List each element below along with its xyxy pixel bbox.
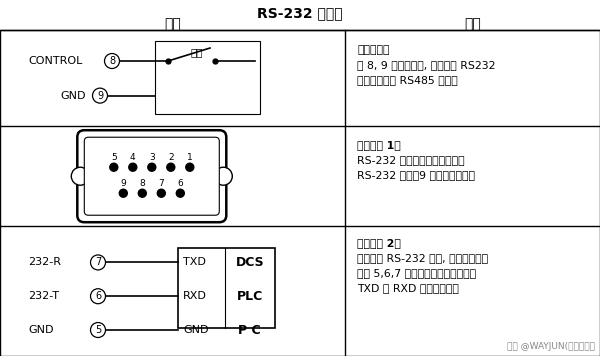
Text: 4: 4 xyxy=(130,153,136,162)
Circle shape xyxy=(119,189,127,197)
Text: 7: 7 xyxy=(95,257,101,267)
Circle shape xyxy=(176,189,184,197)
Text: 接线方法 2：: 接线方法 2： xyxy=(357,238,401,248)
Circle shape xyxy=(139,189,146,197)
Circle shape xyxy=(110,163,118,171)
Circle shape xyxy=(214,167,232,185)
Text: 5: 5 xyxy=(95,325,101,335)
Text: RXD: RXD xyxy=(183,291,207,301)
FancyBboxPatch shape xyxy=(77,130,226,222)
Text: GND: GND xyxy=(183,325,209,335)
Text: 3: 3 xyxy=(149,153,155,162)
Text: 232-R: 232-R xyxy=(28,257,61,267)
Circle shape xyxy=(91,289,106,304)
Circle shape xyxy=(91,323,106,337)
Circle shape xyxy=(157,189,166,197)
Text: 9: 9 xyxy=(121,179,126,188)
Text: 知乎 @WAYJUN(维君瑞科技: 知乎 @WAYJUN(维君瑞科技 xyxy=(507,342,595,351)
Circle shape xyxy=(92,88,107,103)
Text: 使用 5,6,7 脚的螺丝端子连接。注意: 使用 5,6,7 脚的螺丝端子连接。注意 xyxy=(357,268,476,278)
Text: 说明: 说明 xyxy=(464,17,481,31)
Text: 8: 8 xyxy=(139,179,145,188)
Text: 8: 8 xyxy=(109,56,115,66)
Bar xyxy=(178,248,275,328)
Circle shape xyxy=(129,163,137,171)
Circle shape xyxy=(91,255,106,270)
Text: 断开: 断开 xyxy=(191,47,203,57)
Bar xyxy=(155,41,260,114)
Text: CONTROL: CONTROL xyxy=(28,56,82,66)
Text: 若你没有 RS-232 插头, 也可以按左图: 若你没有 RS-232 插头, 也可以按左图 xyxy=(357,253,488,263)
Text: 接线方法 1：: 接线方法 1： xyxy=(357,140,401,150)
Text: 1: 1 xyxy=(187,153,193,162)
Text: 6: 6 xyxy=(178,179,183,188)
Text: 2: 2 xyxy=(168,153,173,162)
Text: TXD: TXD xyxy=(183,257,206,267)
Circle shape xyxy=(148,163,156,171)
Text: 接线: 接线 xyxy=(164,17,181,31)
Text: RS-232 插口（9 针公口）即可。: RS-232 插口（9 针公口）即可。 xyxy=(357,171,475,180)
Text: 6: 6 xyxy=(95,291,101,301)
Text: 232-T: 232-T xyxy=(28,291,59,301)
Text: PLC: PLC xyxy=(236,290,263,303)
Text: 5: 5 xyxy=(111,153,116,162)
Text: 通道选择：: 通道选择： xyxy=(357,45,389,55)
Text: 将 8, 9 脚连线断开, 是为选择 RS232: 将 8, 9 脚连线断开, 是为选择 RS232 xyxy=(357,60,496,70)
Text: 通道，而关闭 RS485 通道。: 通道，而关闭 RS485 通道。 xyxy=(357,75,458,85)
Text: RS-232 接口插上与设备相连的: RS-232 接口插上与设备相连的 xyxy=(357,155,464,166)
Text: TXD 和 RXD 要交叉连接。: TXD 和 RXD 要交叉连接。 xyxy=(357,283,459,293)
Text: GND: GND xyxy=(28,325,53,335)
Text: RS-232 接线图: RS-232 接线图 xyxy=(257,6,343,21)
Text: DCS: DCS xyxy=(235,256,264,269)
Circle shape xyxy=(104,53,119,68)
FancyBboxPatch shape xyxy=(85,137,220,215)
Circle shape xyxy=(186,163,194,171)
Text: GND: GND xyxy=(60,91,86,101)
Text: P C: P C xyxy=(238,324,261,336)
Circle shape xyxy=(167,163,175,171)
Text: 7: 7 xyxy=(158,179,164,188)
Text: 9: 9 xyxy=(97,91,103,101)
Circle shape xyxy=(71,167,89,185)
